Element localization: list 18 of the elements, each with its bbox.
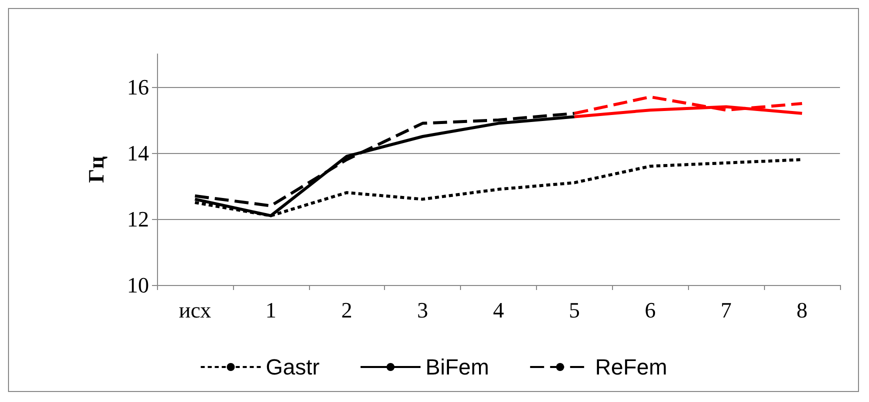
y-tick-label: 14 — [127, 140, 149, 166]
line-series — [572, 95, 804, 115]
x-tick-label: 4 — [493, 298, 504, 322]
y-tick-label: 12 — [127, 206, 149, 232]
y-tick-label: 10 — [127, 272, 149, 298]
x-tick-label: 2 — [341, 298, 352, 322]
legend-label: BiFem — [426, 354, 490, 380]
x-tick-label: 3 — [417, 298, 428, 322]
x-tick-label: 7 — [720, 298, 732, 322]
x-tick-label: 5 — [568, 298, 580, 322]
y-axis-title: Гц — [84, 156, 108, 183]
legend-label: Gastr — [266, 354, 320, 380]
x-tick-label: 1 — [265, 298, 276, 322]
x-tick-label: 8 — [796, 298, 808, 322]
y-tick-label: 16 — [127, 74, 149, 100]
x-tick-label: исх — [178, 298, 212, 322]
legend-label: ReFem — [595, 354, 668, 380]
x-tick-label: 6 — [644, 298, 656, 322]
